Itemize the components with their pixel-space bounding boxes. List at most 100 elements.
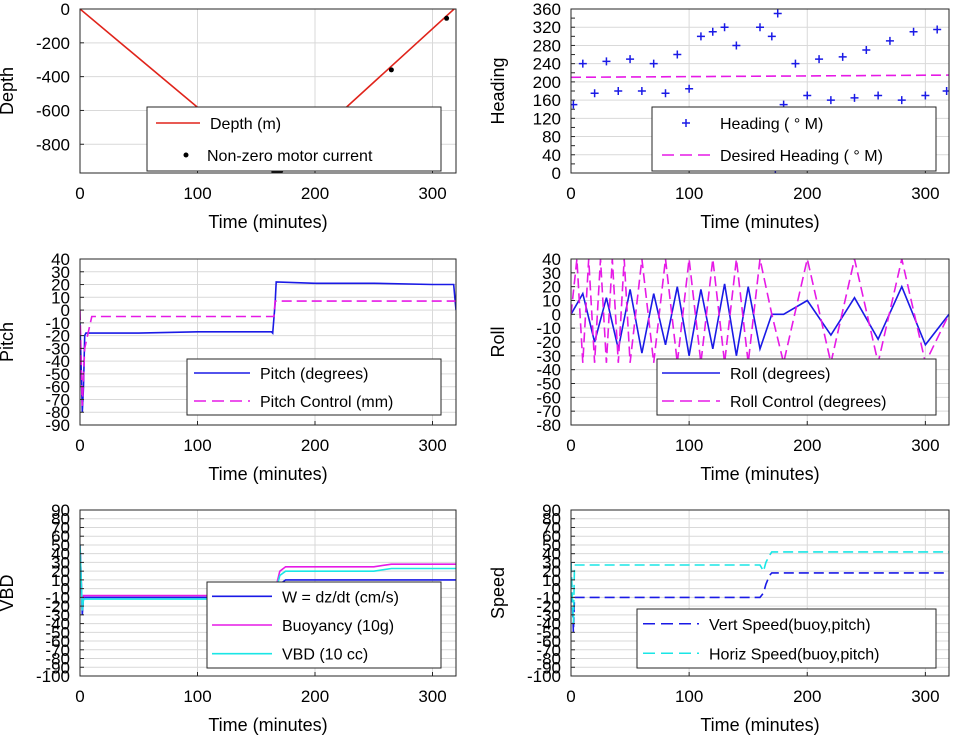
heading-series-0-point [803, 91, 812, 100]
heading-xtick-label: 200 [793, 184, 821, 203]
pitch-xtick-label: 0 [75, 436, 84, 455]
heading-series-0-point [756, 23, 764, 32]
heading-series-0-point [885, 36, 894, 45]
roll-xtick-label: 100 [675, 436, 703, 455]
speed-ytick-label: -70 [536, 641, 561, 660]
vbd-ytick-label: -10 [45, 588, 70, 607]
heading-ylabel: Heading [488, 57, 508, 124]
heading-series-0-point [874, 91, 883, 100]
heading-ytick-label: 280 [533, 36, 561, 55]
vbd-xtick-label: 100 [183, 687, 211, 706]
speed-ytick-label: 60 [542, 527, 561, 546]
vbd-ytick-label: -60 [45, 632, 70, 651]
pitch-ytick-label: -90 [45, 416, 70, 435]
roll-ytick-label: -40 [536, 361, 561, 380]
vbd-xlabel: Time (minutes) [208, 715, 327, 735]
pitch-ytick-label: -50 [45, 365, 70, 384]
heading-series-0-point [578, 59, 587, 68]
vbd-ytick-label: 60 [51, 527, 70, 546]
heading-panel: 0 100 200 30004080120160200240280320360Time… [488, 0, 950, 232]
speed-ytick-label: 80 [542, 510, 561, 529]
heading-series-0-point [673, 50, 682, 59]
vbd-ytick-label: 90 [51, 501, 70, 520]
heading-ytick-label: 80 [542, 128, 561, 147]
heading-series-0-point [773, 9, 782, 18]
pitch-plot-area [80, 281, 456, 413]
vbd-ytick-label: -90 [45, 658, 70, 677]
pitch-ytick-label: -80 [45, 403, 70, 422]
pitch-ytick-label: -20 [45, 327, 70, 346]
speed-ytick-label: -30 [536, 606, 561, 625]
heading-series-0-point [897, 96, 906, 105]
vbd-xtick-label: 0 [75, 687, 84, 706]
pitch-ytick-label: 10 [51, 288, 70, 307]
pitch-ytick-label: -40 [45, 352, 70, 371]
roll-legend-box [656, 358, 937, 416]
speed-ytick-label: -90 [536, 658, 561, 677]
vbd-ytick-label: 80 [51, 510, 70, 529]
roll-xtick-label: 0 [566, 436, 575, 455]
speed-ytick-label: -100 [527, 667, 561, 686]
heading-series-0-point [590, 89, 599, 98]
heading-series-0-point [696, 32, 705, 41]
depth-ytick-label: -600 [36, 101, 70, 120]
heading-series-0-point [571, 100, 578, 109]
heading-legend-label-1: Desired Heading ( ° M) [720, 148, 883, 165]
roll-ytick-label: 10 [542, 292, 561, 311]
speed-legend-label-0: Vert Speed(buoy,pitch) [709, 617, 871, 634]
heading-xtick-label: 100 [675, 184, 703, 203]
roll-ytick-label: -20 [536, 333, 561, 352]
pitch-legend-label-0: Pitch (degrees) [260, 366, 369, 383]
heading-ytick-label: 200 [533, 73, 561, 92]
roll-series-0 [571, 283, 949, 356]
pitch-ytick-label: 30 [51, 263, 70, 282]
heading-series-0-point [637, 87, 646, 95]
vbd-ylabel: VBD [0, 574, 17, 611]
heading-series-0-point [602, 57, 611, 66]
roll-ytick-label: -80 [536, 416, 561, 435]
heading-series-1 [571, 74, 949, 79]
depth-xtick-label: 0 [75, 184, 84, 203]
speed-series-1 [571, 551, 949, 624]
vbd-ytick-label: -50 [45, 623, 70, 642]
vbd-legend-label-0: W = dz/dt (cm/s) [282, 589, 399, 606]
vbd-xtick-label: 200 [301, 687, 329, 706]
heading-series-0-point [850, 93, 859, 102]
heading-series-0-point [933, 25, 942, 34]
vbd-ytick-label: -70 [45, 641, 70, 660]
pitch-ytick-label: -10 [45, 314, 70, 333]
heading-ytick-label: 320 [533, 18, 561, 37]
roll-ytick-label: -70 [536, 402, 561, 421]
vbd-ytick-label: 50 [51, 536, 70, 555]
heading-series-0-point [791, 59, 800, 68]
speed-legend-label-1: Horiz Speed(buoy,pitch) [709, 646, 879, 663]
pitch-ytick-label: -70 [45, 390, 70, 409]
heading-ytick-label: 0 [552, 164, 561, 183]
pitch-ylabel: Pitch [0, 322, 17, 362]
roll-ytick-label: -50 [536, 375, 561, 394]
heading-legend-label-0: Heading ( ° M) [720, 116, 823, 133]
depth-legend-label-0: Depth (m) [210, 116, 281, 133]
depth-legend-swatch-1 [183, 152, 189, 158]
heading-ytick-label: 40 [542, 146, 561, 165]
heading-series-0-point [838, 52, 847, 61]
speed-ytick-label: -40 [536, 615, 561, 634]
roll-legend-label-0: Roll (degrees) [730, 366, 830, 383]
pitch-xlabel: Time (minutes) [208, 464, 327, 484]
speed-legend-box [636, 608, 937, 669]
roll-ytick-label: -10 [536, 319, 561, 338]
vbd-frame [79, 509, 457, 677]
vbd-ytick-label: 20 [51, 562, 70, 581]
vbd-ytick-label: -30 [45, 606, 70, 625]
vbd-legend-label-2: VBD (10 cc) [282, 647, 368, 664]
pitch-panel: 0 100 200 300403020100-10-20-30-40-50-60-70… [0, 250, 457, 484]
speed-ytick-label: 20 [542, 562, 561, 581]
vbd-ytick-label: 40 [51, 545, 70, 564]
heading-series-0-point [815, 55, 824, 64]
pitch-xtick-label: 300 [418, 436, 446, 455]
speed-xtick-label: 100 [675, 687, 703, 706]
roll-ytick-label: 40 [542, 250, 561, 269]
roll-ytick-label: 20 [542, 278, 561, 297]
vbd-xtick-label: 300 [418, 687, 446, 706]
pitch-legend-box [186, 358, 442, 416]
